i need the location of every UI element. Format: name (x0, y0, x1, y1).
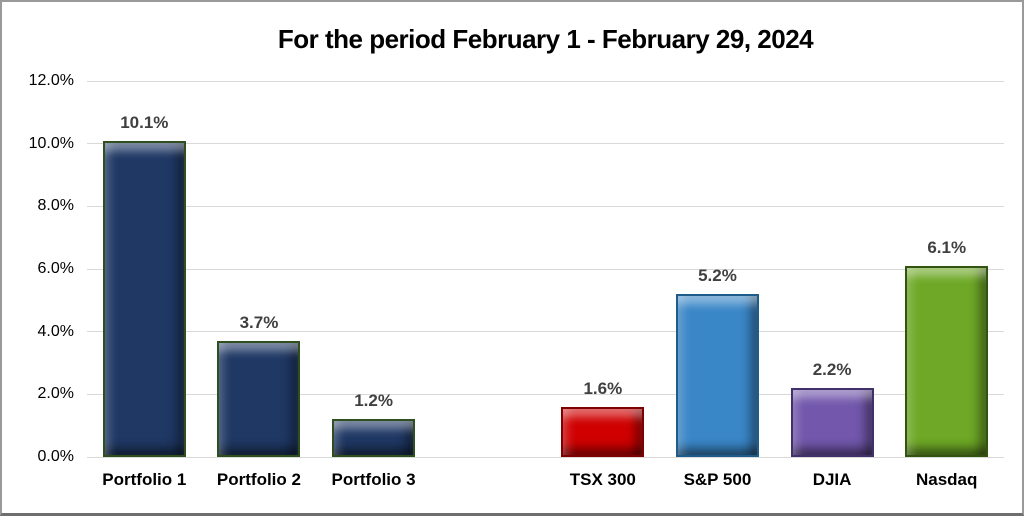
bar-bevel-portfolio-3 (334, 421, 413, 455)
value-label-nasdaq: 6.1% (927, 237, 967, 257)
y-axis-tick-label: 8.0% (37, 197, 74, 215)
bar-bevel-portfolio-2 (219, 343, 298, 455)
bar-s-p-500 (675, 294, 759, 457)
category-label-portfolio-2: Portfolio 2 (216, 470, 301, 489)
category-label-portfolio-1: Portfolio 1 (102, 470, 187, 489)
category-label-s-p-500: S&P 500 (683, 470, 752, 489)
value-label-portfolio-2: 3.7% (239, 313, 279, 333)
chart-title: For the period February 1 - February 29,… (277, 24, 814, 54)
gridline (87, 456, 1004, 458)
value-label-tsx-300: 1.6% (583, 378, 623, 398)
value-label-portfolio-3: 1.2% (354, 391, 393, 411)
bar-portfolio-2 (217, 341, 301, 457)
bar-nasdaq (905, 265, 989, 457)
category-label-tsx-300: TSX 300 (569, 470, 636, 489)
category-label-djia: DJIA (812, 470, 852, 489)
bar-djia (790, 388, 874, 457)
value-label-portfolio-1: 10.1% (120, 112, 169, 132)
gridline (87, 393, 1004, 395)
value-label-s-p-500: 5.2% (698, 266, 737, 286)
bar-portfolio-1 (102, 140, 186, 457)
gridline (87, 205, 1004, 207)
y-axis-tick-label: 2.0% (37, 385, 74, 403)
bar-portfolio-3 (332, 419, 416, 457)
y-axis-tick-label: 4.0% (37, 322, 74, 340)
y-axis-tick-label: 6.0% (37, 260, 74, 277)
bar-bevel-djia (793, 390, 872, 455)
gridline (87, 268, 1004, 270)
y-axis-tick-label: 10.0% (28, 134, 74, 152)
gridline (87, 143, 1004, 145)
bar-bevel-nasdaq (907, 268, 986, 455)
gridline (87, 331, 1004, 333)
y-axis-tick-label: 0.0% (37, 448, 74, 465)
bar-bevel-tsx-300 (563, 409, 642, 455)
y-axis-tick-label: 12.0% (28, 72, 74, 89)
bar-bevel-portfolio-1 (105, 143, 184, 455)
gridline (87, 80, 1004, 82)
bar-bevel-s-p-500 (678, 296, 757, 455)
value-label-djia: 2.2% (812, 360, 852, 380)
bar-tsx-300 (561, 406, 645, 457)
category-label-portfolio-3: Portfolio 3 (331, 470, 416, 489)
category-label-nasdaq: Nasdaq (915, 470, 978, 489)
